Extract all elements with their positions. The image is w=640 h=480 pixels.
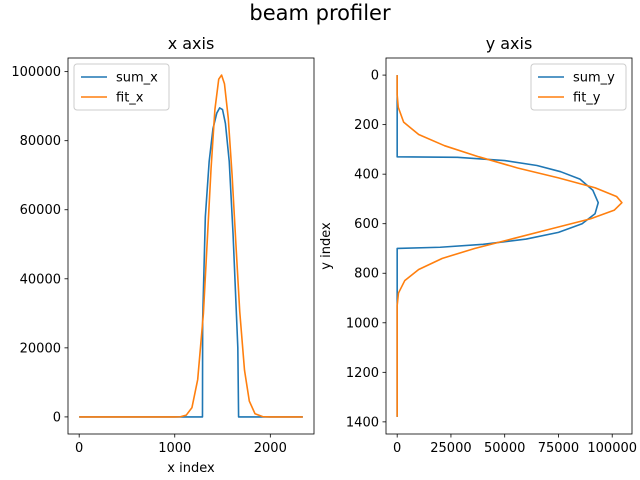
x-axis-y-tick-label: 80000 — [20, 134, 61, 149]
y-axis-y-tick-label: 400 — [354, 168, 379, 183]
y-axis-legend: sum_y fit_y — [530, 63, 627, 111]
y-axis-y-tick-label: 1200 — [346, 366, 379, 381]
x-axis-series-line-fit_x — [79, 74, 303, 418]
y-axis-y-tick-label: 1400 — [346, 415, 379, 430]
y-axis-x-tick-label: 50000 — [484, 441, 525, 456]
x-axis-y-tick-label: 0 — [53, 410, 61, 425]
x-axis-legend-box — [73, 63, 170, 111]
x-axis-series-line-sum_x — [79, 107, 303, 418]
y-axis-x-tick-label: 0 — [393, 441, 401, 456]
y-axis-y-tick-label: 800 — [354, 267, 379, 282]
y-axis-x-tick-label: 75000 — [538, 441, 579, 456]
y-axis-y-tick-label: 600 — [354, 217, 379, 232]
x-axis-plot-frame — [67, 57, 315, 435]
y-axis-legend-label-sum_y: sum_y — [573, 71, 615, 86]
x-axis-x-tick-label: 0 — [75, 441, 83, 456]
y-axis-legend-box — [530, 63, 627, 111]
y-axis-y-tick-label: 0 — [371, 69, 379, 84]
x-axis-legend-label-fit_x: fit_x — [116, 91, 144, 106]
y-axis-panel: 0 25000 50000 75000 100000 0 200 400 600 800 1000 1… — [319, 34, 637, 456]
x-axis-y-tick-label: 100000 — [11, 65, 61, 80]
y-axis-series-line-fit_y — [396, 75, 623, 417]
figure-title: beam profiler — [249, 1, 391, 25]
x-axis-x-tick-label: 1000 — [158, 441, 191, 456]
x-axis-y-tick-label: 40000 — [20, 272, 61, 287]
y-axis-legend-label-fit_y: fit_y — [573, 91, 601, 106]
y-axis-plot-frame — [385, 57, 633, 435]
x-axis-legend: sum_x fit_x — [73, 63, 170, 111]
y-axis-y-tick-label: 1000 — [346, 316, 379, 331]
x-axis-xlabel: x index — [167, 461, 215, 476]
y-axis-x-tick-label: 100000 — [587, 441, 637, 456]
y-axis-series-line-sum_y — [396, 75, 600, 417]
y-axis-y-tick-label: 200 — [354, 118, 379, 133]
x-axis-title: x axis — [168, 34, 215, 53]
x-axis-legend-label-sum_x: sum_x — [116, 71, 158, 86]
y-axis-x-tick-label: 25000 — [430, 441, 471, 456]
y-axis-title: y axis — [486, 34, 533, 53]
y-axis-ylabel: y index — [319, 222, 334, 270]
x-axis-y-tick-label: 60000 — [20, 203, 61, 218]
x-axis-x-tick-label: 2000 — [254, 441, 287, 456]
x-axis-y-tick-label: 20000 — [20, 341, 61, 356]
